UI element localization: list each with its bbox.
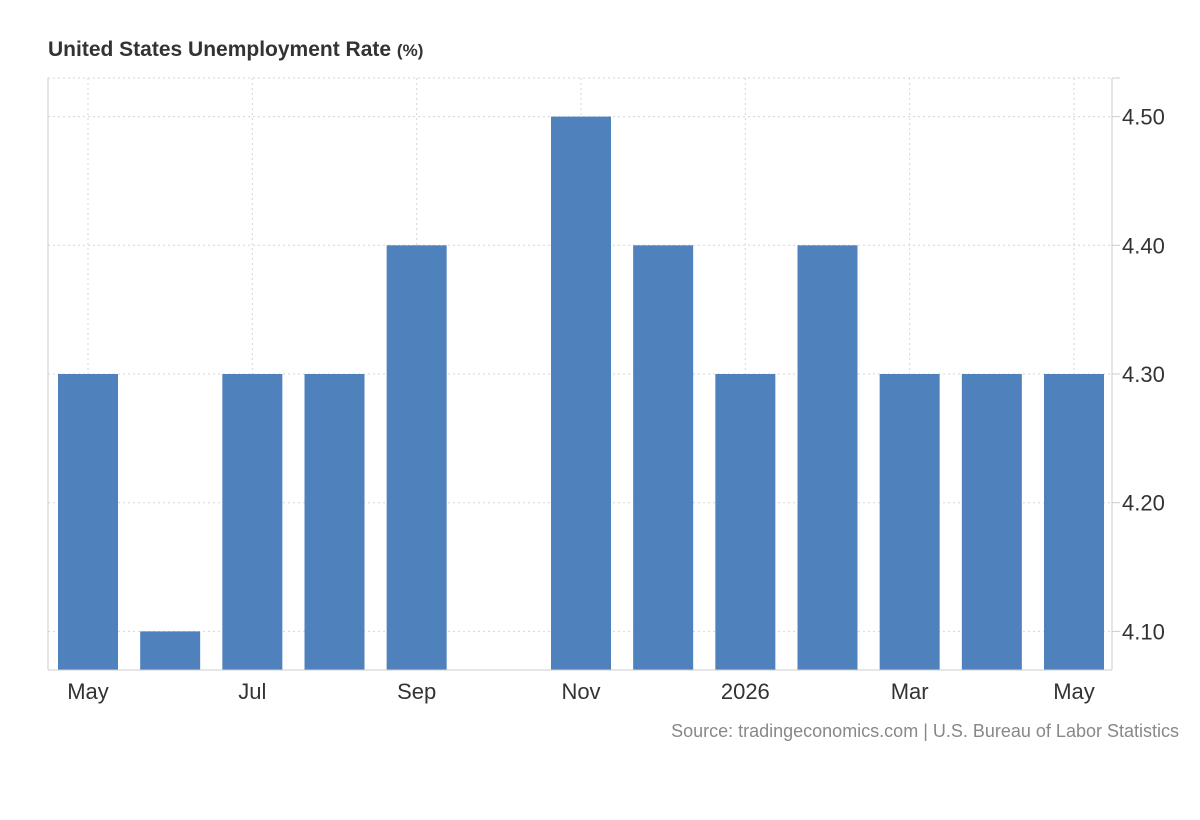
x-tick-label: May — [1053, 679, 1095, 704]
bar-may — [1044, 374, 1104, 670]
axes — [47, 77, 1120, 671]
bar-jul — [222, 374, 283, 670]
bar-feb — [797, 245, 858, 670]
chart-unit: (%) — [396, 41, 424, 60]
y-tick-label: 4.50 — [1122, 105, 1165, 130]
bar-nov — [551, 116, 611, 670]
x-tick-label: Jul — [238, 679, 266, 704]
bar-may — [58, 374, 118, 670]
chart-title-text: United States Unemployment Rate — [48, 38, 392, 61]
bar-jan-2026 — [715, 374, 776, 670]
y-tick-label: 4.30 — [1122, 362, 1165, 387]
bar-mar — [879, 374, 940, 670]
y-tick-label: 4.10 — [1122, 619, 1165, 644]
bar-dec — [633, 245, 694, 670]
y-tick-label: 4.20 — [1122, 491, 1165, 516]
chart-title: United States Unemployment Rate (%) — [48, 38, 423, 62]
bar-sep — [386, 245, 447, 670]
x-tick-label: Mar — [891, 679, 929, 704]
bar-apr — [961, 374, 1022, 670]
bar-jun — [140, 631, 201, 670]
bar-aug — [304, 374, 365, 670]
source-attribution: Source: tradingeconomics.com | U.S. Bure… — [671, 721, 1179, 741]
bars — [58, 116, 1104, 670]
x-tick-label: 2026 — [721, 679, 770, 704]
x-tick-label: Sep — [397, 679, 436, 704]
tick-labels: 4.10 4.20 4.30 4.40 4.50 May Jul Sep Nov 2026 Mar M… — [67, 105, 1165, 704]
x-tick-label: May — [67, 679, 109, 704]
x-tick-label: Nov — [561, 679, 600, 704]
y-tick-label: 4.40 — [1122, 233, 1165, 258]
